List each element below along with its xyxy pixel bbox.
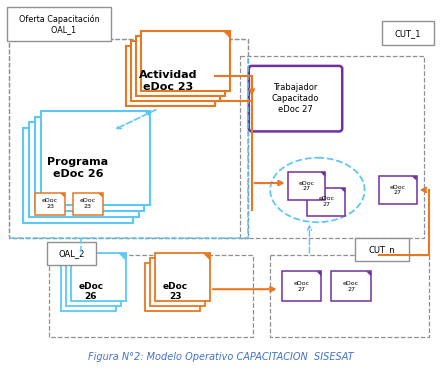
FancyBboxPatch shape [66,259,121,306]
Text: eDoc
27: eDoc 27 [343,281,359,292]
FancyBboxPatch shape [331,271,371,301]
Text: eDoc
23: eDoc 23 [80,198,96,209]
Polygon shape [218,36,225,43]
Text: eDoc
27: eDoc 27 [293,281,310,292]
FancyBboxPatch shape [35,116,145,211]
FancyBboxPatch shape [355,237,409,262]
Text: Actividad
eDoc 23: Actividad eDoc 23 [139,70,198,92]
FancyBboxPatch shape [135,36,225,96]
Bar [240,56,424,237]
FancyBboxPatch shape [282,271,321,301]
Polygon shape [320,172,325,177]
Text: Oferta Capacitación
    OAL_1: Oferta Capacitación OAL_1 [19,14,99,34]
Polygon shape [412,176,417,181]
FancyBboxPatch shape [126,46,215,106]
Polygon shape [138,116,145,124]
FancyBboxPatch shape [35,193,65,215]
Polygon shape [316,271,321,276]
FancyBboxPatch shape [61,263,116,311]
Text: eDoc
27: eDoc 27 [299,181,314,191]
FancyBboxPatch shape [249,66,342,131]
Polygon shape [119,253,126,260]
FancyBboxPatch shape [288,172,325,200]
FancyBboxPatch shape [141,31,230,91]
FancyBboxPatch shape [7,7,111,41]
Text: OAL_2: OAL_2 [58,249,85,258]
Polygon shape [131,122,138,129]
Bar [270,256,429,337]
FancyBboxPatch shape [155,253,210,301]
Text: Trabajador
Capacitado
eDoc 27: Trabajador Capacitado eDoc 27 [272,83,319,114]
FancyBboxPatch shape [307,188,345,216]
Text: Programa
eDoc 26: Programa eDoc 26 [47,157,108,179]
FancyBboxPatch shape [41,111,150,205]
Polygon shape [60,193,65,198]
FancyBboxPatch shape [47,242,96,265]
Polygon shape [223,31,230,38]
FancyBboxPatch shape [23,128,133,223]
FancyBboxPatch shape [150,259,205,306]
Bar [9,39,248,237]
Polygon shape [203,253,210,260]
Text: eDoc
23: eDoc 23 [42,198,58,209]
Text: eDoc
26: eDoc 26 [78,282,103,301]
FancyBboxPatch shape [29,122,138,217]
Text: eDoc
27: eDoc 27 [390,184,406,196]
Text: CUT_n: CUT_n [369,245,395,254]
Bar [9,39,248,237]
Text: eDoc
27: eDoc 27 [318,197,334,207]
Polygon shape [126,128,133,135]
Bar [49,256,253,337]
Polygon shape [114,259,121,265]
Polygon shape [98,193,103,198]
FancyBboxPatch shape [382,21,434,45]
Text: eDoc
23: eDoc 23 [163,282,188,301]
Text: CUT_1: CUT_1 [395,29,421,37]
FancyBboxPatch shape [146,263,200,311]
FancyBboxPatch shape [71,253,126,301]
Polygon shape [366,271,371,276]
Polygon shape [208,46,215,53]
Polygon shape [193,263,200,270]
FancyBboxPatch shape [73,193,103,215]
Polygon shape [340,188,345,193]
Polygon shape [198,259,205,265]
Text: Figura N°2: Modelo Operativo CAPACITACION  SISESAT: Figura N°2: Modelo Operativo CAPACITACIO… [88,352,354,362]
Polygon shape [109,263,116,270]
FancyBboxPatch shape [131,41,220,101]
Polygon shape [143,111,150,118]
FancyBboxPatch shape [379,176,417,204]
Polygon shape [213,41,220,48]
